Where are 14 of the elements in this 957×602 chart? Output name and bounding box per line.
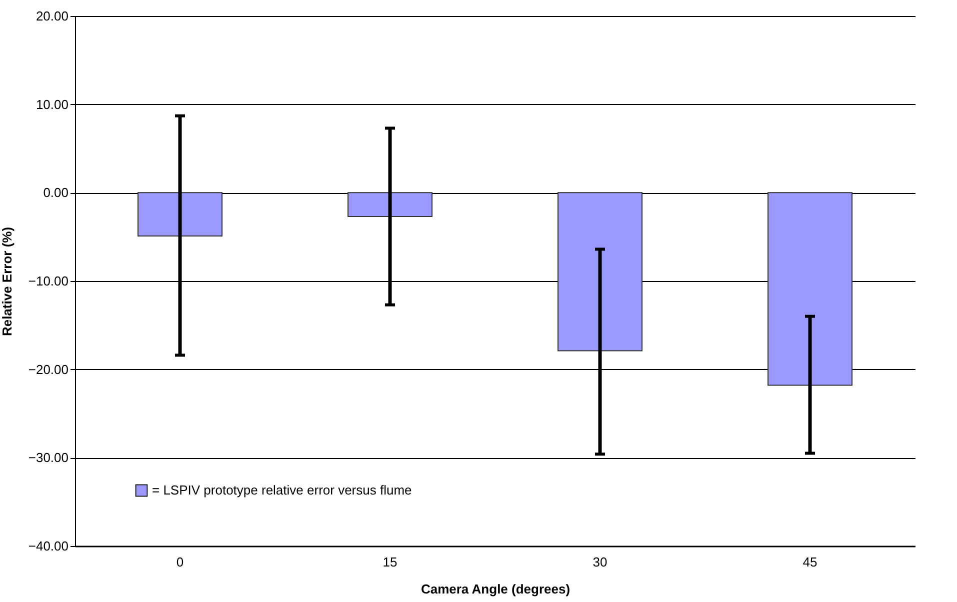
x-tick-label: 45 [802,554,818,570]
y-tick-label: −10.00 [28,274,68,288]
y-tick-label: 10.00 [36,96,68,112]
y-tick-label: −30.00 [28,450,68,466]
y-axis-title: Relative Error (%) [0,226,14,336]
y-tick-label: 20.00 [36,8,68,24]
x-axis-title: Camera Angle (degrees) [420,582,570,596]
x-tick-label: 15 [382,554,398,570]
legend-label: = LSPIV prototype relative error versus flume [152,482,412,498]
y-tick-label: −20.00 [28,362,68,377]
y-tick-label: −40.00 [28,538,68,554]
x-tick-label: 0 [176,554,184,570]
x-tick-label: 30 [592,554,608,570]
y-tick-label: 0.00 [43,185,68,200]
